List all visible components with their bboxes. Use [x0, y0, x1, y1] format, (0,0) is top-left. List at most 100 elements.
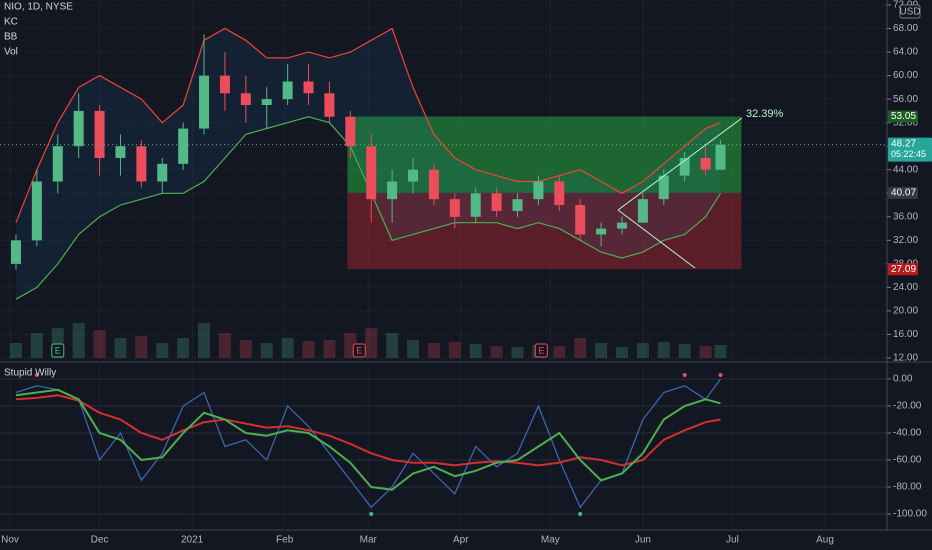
earnings-marker — [51, 343, 65, 358]
volume-bar — [302, 341, 315, 358]
volume-bar — [490, 346, 503, 358]
loss-zone — [347, 192, 742, 270]
x-tick-label: Aug — [816, 535, 834, 546]
y-tick-label: 16.00 — [893, 329, 918, 340]
candle-body — [199, 75, 210, 129]
currency: USD — [899, 7, 920, 18]
last-price-box — [888, 137, 932, 162]
candle-body — [637, 199, 648, 223]
y-tick-label: 68.00 — [893, 23, 918, 34]
countdown: 05:22:45 — [891, 149, 926, 159]
volume-bar — [323, 340, 336, 358]
y-tick-label: 64.00 — [893, 47, 918, 58]
candle-body — [261, 99, 272, 106]
candle-body — [616, 222, 627, 229]
candle-body — [575, 205, 586, 235]
volume-bar — [218, 333, 231, 358]
price-label-box — [888, 186, 918, 199]
volume-bar — [714, 345, 727, 358]
y-tick-label: 56.00 — [893, 94, 918, 105]
candle-body — [157, 163, 168, 182]
volume-bar — [281, 338, 294, 358]
price-label: 40.07 — [891, 187, 916, 198]
price-label: 27.09 — [891, 264, 916, 275]
volume-bar — [595, 343, 608, 358]
y-tick-label: 36.00 — [893, 211, 918, 222]
y-tick-label: -60.00 — [893, 455, 922, 466]
x-tick-label: Nov — [1, 535, 19, 546]
band-line — [15, 27, 721, 223]
candle-body — [449, 199, 460, 217]
candle-body — [715, 144, 726, 170]
candle-body — [428, 169, 439, 200]
volume-bar — [636, 343, 649, 358]
currency-box — [899, 4, 921, 19]
candle-body — [533, 181, 544, 200]
volume-bar — [156, 343, 169, 358]
candle-body — [10, 240, 21, 264]
y-tick-label: 12.00 — [893, 353, 918, 364]
candle-body — [512, 199, 523, 211]
candle-body — [408, 169, 419, 182]
y-tick-label: 44.00 — [893, 164, 918, 175]
x-tick-label: Dec — [91, 535, 109, 546]
volume-bar — [407, 340, 420, 358]
candle-body — [115, 146, 126, 158]
volume-bar — [427, 343, 440, 358]
x-tick-label: Mar — [360, 535, 378, 546]
candle-body — [700, 157, 711, 170]
volume-bar — [615, 347, 628, 358]
volume-bar — [365, 328, 378, 358]
indicator-legend: Stupid Willy — [4, 368, 56, 379]
candle-body — [31, 181, 42, 241]
volume-bar — [114, 338, 127, 358]
candle-body — [94, 110, 105, 158]
candle-body — [219, 75, 230, 94]
indicator-line — [15, 388, 721, 491]
indicator-pane: 0.00 -20.00 -40.00 -60.00 -80.00 -100.00 — [0, 373, 927, 520]
price-label-box — [888, 110, 918, 123]
volume-bar — [260, 343, 273, 358]
price-label: 53.05 — [891, 111, 916, 122]
candle-body — [240, 93, 251, 106]
y-tick-label: -40.00 — [893, 428, 922, 439]
target-label: 32.39% — [746, 108, 784, 120]
volume-bar — [574, 338, 587, 358]
volume-bar — [72, 323, 85, 358]
candle-body — [658, 175, 669, 200]
volume-bar — [511, 347, 524, 358]
oversold-dot — [578, 512, 583, 516]
overbought-dot — [682, 373, 687, 377]
trend-arrow — [617, 117, 743, 211]
x-tick-label: May — [541, 535, 560, 546]
x-tick-label: Jun — [635, 535, 651, 546]
candle-body — [491, 193, 502, 211]
overbought-dot — [34, 373, 39, 377]
earnings-marker — [352, 343, 366, 358]
candle-body — [324, 93, 335, 117]
earnings-marker — [534, 343, 548, 358]
candle-body — [52, 146, 63, 182]
y-tick-label: -80.00 — [893, 482, 922, 493]
y-tick-label: 20.00 — [893, 306, 918, 317]
candle-body — [679, 157, 690, 176]
volume-bar — [678, 344, 691, 358]
volume-bar — [9, 343, 22, 358]
x-tick-label: Jul — [726, 535, 739, 546]
candle-body — [303, 81, 314, 94]
volume-bar — [448, 342, 461, 358]
earnings-label: E — [538, 345, 544, 355]
legend-item: Vol — [4, 47, 18, 58]
volume-bar — [553, 346, 566, 358]
symbol-legend: NIO, 1D, NYSE — [4, 2, 73, 13]
candle-body — [345, 116, 356, 147]
volume-bar — [198, 323, 211, 358]
price-label-box — [888, 263, 918, 276]
candle-body — [73, 110, 84, 147]
x-tick-label: 2021 — [181, 535, 204, 546]
y-tick-label: 52.00 — [893, 117, 918, 128]
volume-bar — [386, 333, 399, 358]
candle-body — [282, 81, 293, 100]
